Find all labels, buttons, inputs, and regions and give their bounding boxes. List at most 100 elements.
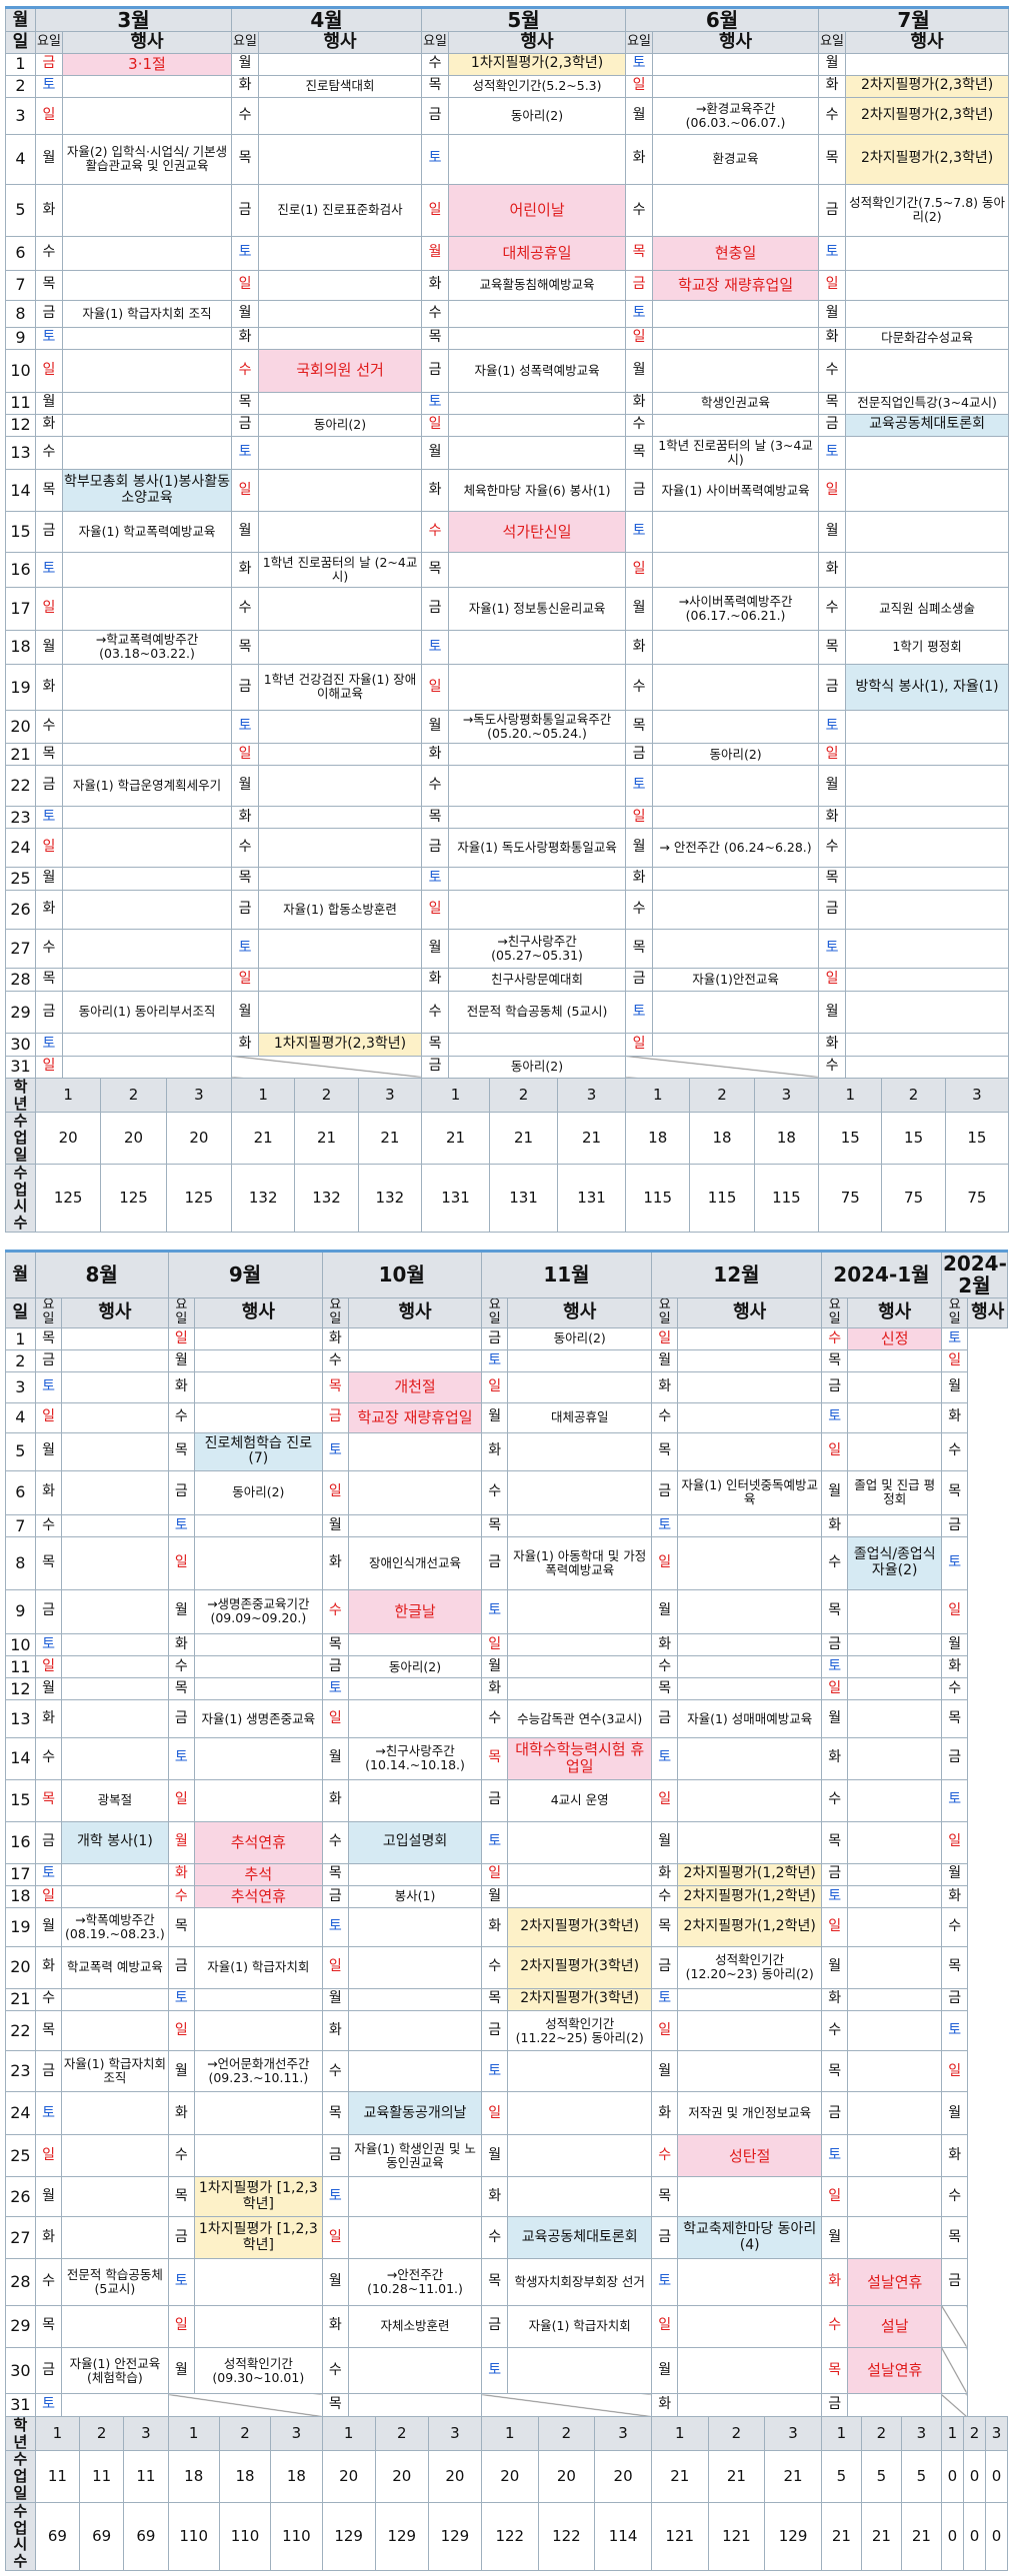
weekday-cell: 목 xyxy=(940,1699,969,1738)
weekday-cell: 일 xyxy=(818,968,847,992)
weekday-cell: 월 xyxy=(625,348,654,393)
weekday-cell: 금 xyxy=(650,1699,679,1738)
event-header: 행사 xyxy=(194,1296,323,1328)
event-cell xyxy=(677,1371,822,1403)
weekday-cell: 목 xyxy=(35,269,63,301)
event-cell: 자율(1) 성폭력예방교육 xyxy=(448,348,627,393)
event-cell xyxy=(61,867,233,891)
event-cell: 2차지필평가(2,3학년) xyxy=(845,133,1010,185)
weekday-cell: 월 xyxy=(818,511,847,553)
weekday-cell: 월 xyxy=(480,1655,509,1679)
weekday-cell: 금 xyxy=(167,2216,196,2260)
grade-number: 2 xyxy=(295,1079,359,1112)
weekday-cell: 토 xyxy=(231,928,260,970)
event-cell: 자율(1) 학급자치회조직 xyxy=(61,2050,169,2093)
weekday-cell: 금 xyxy=(167,1945,196,1989)
weekday-cell: 토 xyxy=(421,133,450,185)
event-cell xyxy=(677,1588,822,1634)
day-row-17: 17 토 화 추석 목 일 화 2차지필평가(1,2학년) 금 월 xyxy=(5,1862,1008,1886)
event-cell xyxy=(194,2258,323,2306)
weekday-cell: 금 xyxy=(820,1371,849,1403)
hours-row: 수업시수 69 69 69 110 110 110 129 129 129 122 122 114 121… xyxy=(5,2501,1009,2572)
event-cell: 학생인권교육 xyxy=(652,391,820,415)
day-number: 19 xyxy=(5,664,36,711)
days-value: 18 xyxy=(776,1129,796,1148)
day-row-12: 12 화 금 동아리(2) 일 수 금 교육공동체대토론회 xyxy=(5,413,1010,437)
weekday-cell: 목 xyxy=(940,1469,969,1515)
weekday-cell: 수 xyxy=(820,1536,849,1590)
weekday-cell: 화 xyxy=(421,968,450,992)
day-number: 7 xyxy=(5,269,36,301)
days-value: 20 xyxy=(539,2451,596,2502)
event-cell xyxy=(61,1349,169,1373)
event-cell xyxy=(845,827,1010,869)
days-value: 11 xyxy=(80,2451,125,2502)
event-cell: →친구사랑주간 (05.27~05.31) xyxy=(448,928,627,970)
event-cell xyxy=(677,1326,822,1351)
grade-number: 2 xyxy=(375,2417,429,2450)
day-row-20: 20 수 토 월 →독도사랑평화통일교육주간 (05.20.~05.24.) 목 토 xyxy=(5,709,1010,745)
weekday-cell: 수 xyxy=(321,1349,350,1373)
weekday-cell: 월 xyxy=(818,299,847,328)
event-cell xyxy=(61,2304,169,2348)
event-cell xyxy=(61,1588,169,1634)
weekday-cell: 토 xyxy=(35,326,63,350)
weekday-cell: 화 xyxy=(167,1632,196,1657)
event-cell xyxy=(652,1033,820,1057)
event-cell: 자율(1) 성매매예방교육 xyxy=(677,1699,822,1738)
days-value: 18 xyxy=(286,2467,306,2486)
event-cell xyxy=(507,2176,652,2218)
month-grade-group: 129 129 129 xyxy=(321,2501,482,2572)
event-cell xyxy=(61,413,233,437)
day-number: 12 xyxy=(5,1677,36,1701)
weekday-cell: 월 xyxy=(650,2346,679,2395)
days-value: 15 xyxy=(967,1129,987,1148)
event-cell: 설날연휴 xyxy=(847,2346,942,2395)
event-cell xyxy=(258,743,423,767)
event-cell: 2차지필평가(3학년) xyxy=(507,1987,652,2011)
event-header: 행사 xyxy=(258,31,423,54)
hours-value: 114 xyxy=(608,2527,638,2545)
weekday-cell: 금 xyxy=(650,2216,679,2260)
month-grade-group: 18 18 18 xyxy=(167,2450,323,2503)
weekday-cell: 수 xyxy=(480,1945,509,1989)
event-cell xyxy=(677,1536,822,1590)
event-cell xyxy=(61,2393,169,2417)
event-cell xyxy=(845,867,1010,891)
event-cell: 설날 xyxy=(847,2304,942,2348)
month-header: 7월 xyxy=(818,6,1010,33)
days-value: 18 xyxy=(627,1113,691,1164)
event-header: 행사 xyxy=(61,31,233,54)
days-value: 5 xyxy=(822,2451,862,2502)
day-row-31: 31 일 금 동아리(2) 수 xyxy=(5,1055,1010,1079)
hours-value: 110 xyxy=(169,2503,220,2570)
month-grade-group: 75 75 75 xyxy=(818,1163,1010,1234)
event-cell: 학교장 재량휴업일 xyxy=(348,1401,482,1433)
weekday-cell: 토 xyxy=(167,1513,196,1538)
weekday-cell: 수 xyxy=(34,1736,63,1780)
day-number: 30 xyxy=(5,2346,36,2395)
weekday-cell: 수 xyxy=(231,586,260,631)
day-row-10: 10 토 화 목 일 화 금 월 xyxy=(5,1632,1008,1657)
event-cell: 자율(1) 학급자치회 xyxy=(507,2304,652,2348)
event-cell xyxy=(847,2393,942,2417)
event-cell: 다문화감수성교육 xyxy=(845,326,1010,350)
day-number: 13 xyxy=(5,1699,36,1738)
day-row-3: 3 일 수 금 동아리(2) 월 →환경교육주간 (06.03.~06.07.) 수 2차지필평… xyxy=(5,96,1010,135)
event-cell: 체육한마당 자율(6) 봉사(1) xyxy=(448,469,627,513)
weekday-cell: 목 xyxy=(820,1349,849,1373)
day-row-24: 24 토 화 목 교육활동공개의날 일 화 저작권 및 개인정보교육 금 월 xyxy=(5,2091,1008,2136)
event-cell: 석가탄신일 xyxy=(448,511,627,553)
days-value: 20 xyxy=(101,1113,167,1164)
event-cell xyxy=(847,2176,942,2218)
weekday-cell: 월 xyxy=(231,990,260,1035)
event-cell xyxy=(61,1055,233,1079)
event-cell: 성적확인기간(11.22~25) 동아리(2) xyxy=(507,2009,652,2052)
event-cell: 4교시 운영 xyxy=(507,1778,652,1822)
event-cell xyxy=(61,1401,169,1433)
event-cell: →생명존중교육기간 (09.09~09.20.) xyxy=(194,1588,323,1634)
event-cell xyxy=(652,889,820,930)
weekday-cell: 토 xyxy=(480,1349,509,1373)
event-cell: 동아리(2) xyxy=(507,1326,652,1351)
